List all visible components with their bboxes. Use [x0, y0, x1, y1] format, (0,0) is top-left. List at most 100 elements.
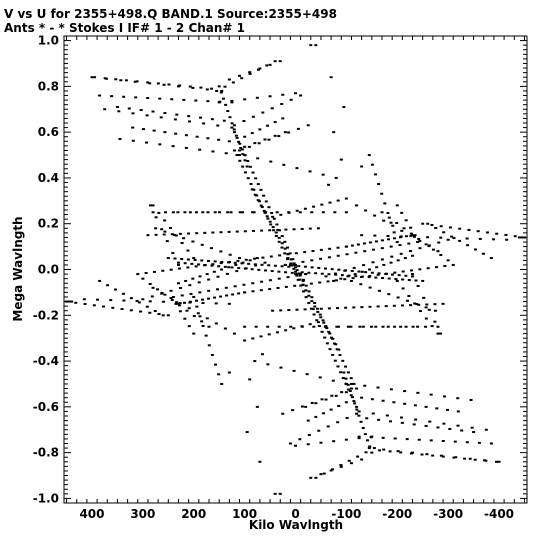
uv-point-conjugate: [185, 309, 189, 312]
uv-point-conjugate: [310, 300, 314, 303]
y-tick-label: -0.2: [33, 308, 59, 322]
uv-point-conjugate: [439, 454, 443, 457]
uv-point: [299, 94, 303, 97]
uv-point-conjugate: [360, 234, 364, 237]
uv-point: [334, 273, 338, 276]
uv-point: [433, 309, 437, 312]
uv-point: [402, 227, 406, 230]
uv-point: [198, 291, 202, 294]
x-tick-labels: 400 300 200 100 0 -100 -200 -300 -400: [79, 507, 514, 521]
uv-point-conjugate: [376, 273, 380, 276]
uv-point-conjugate: [188, 211, 192, 214]
uv-point: [419, 310, 423, 313]
uv-point: [230, 126, 234, 129]
uv-point-conjugate: [351, 277, 355, 280]
uv-point: [192, 295, 196, 298]
x-tick-label: -200: [382, 507, 412, 521]
uv-point: [248, 72, 252, 75]
uv-point: [250, 188, 254, 191]
uv-point-conjugate: [275, 211, 279, 214]
uv-point-conjugate: [470, 426, 474, 429]
uv-point-conjugate: [452, 237, 456, 240]
uv-point: [458, 227, 462, 230]
uv-point: [522, 236, 526, 239]
uv-point: [259, 188, 263, 191]
uv-point: [370, 435, 374, 438]
uv-point: [335, 325, 339, 328]
uv-point: [409, 452, 413, 455]
uv-point: [431, 248, 435, 251]
uv-point-conjugate: [349, 382, 353, 385]
chart-title: V vs U for 2355+498.Q BAND.1 Source:2355…: [4, 7, 337, 21]
uv-point: [393, 437, 397, 440]
uv-point: [424, 306, 428, 309]
uv-point: [203, 264, 207, 267]
uv-point: [517, 236, 521, 239]
uv-point-conjugate: [186, 258, 190, 261]
uv-point-conjugate: [281, 117, 285, 120]
uv-point-conjugate: [219, 91, 223, 94]
uv-point: [374, 325, 378, 328]
uv-point-conjugate: [349, 387, 353, 390]
uv-point: [452, 456, 456, 459]
uv-point: [348, 390, 352, 393]
uv-point: [335, 348, 339, 351]
uv-point-conjugate: [170, 98, 174, 101]
uv-point: [360, 396, 364, 399]
uv-point: [355, 204, 359, 207]
y-tick-label: -0.6: [33, 400, 59, 414]
uv-point-conjugate: [433, 303, 437, 306]
uv-point-conjugate: [297, 265, 301, 268]
uv-point-conjugate: [184, 279, 188, 282]
uv-point: [387, 277, 391, 280]
uv-point-conjugate: [352, 400, 356, 403]
uv-point: [366, 439, 370, 442]
y-tick-label: -0.8: [33, 446, 59, 460]
uv-point: [349, 279, 353, 282]
uv-point: [247, 145, 251, 148]
uv-point: [260, 229, 264, 232]
uv-point: [427, 245, 431, 248]
uv-point-conjugate: [163, 112, 167, 115]
uv-point-conjugate: [174, 234, 178, 237]
uv-point-conjugate: [257, 200, 261, 203]
uv-point-conjugate: [200, 259, 204, 262]
uv-point-conjugate: [247, 262, 251, 265]
uv-point: [424, 405, 428, 408]
uv-point-conjugate: [416, 241, 420, 244]
uv-point: [191, 86, 195, 89]
uv-point-conjugate: [146, 81, 150, 84]
uv-point-conjugate: [229, 211, 233, 214]
uv-point-conjugate: [243, 98, 247, 101]
uv-point: [96, 298, 100, 301]
uv-point-conjugate: [295, 308, 299, 311]
uv-point-conjugate: [274, 235, 278, 238]
uv-point: [429, 439, 433, 442]
uv-point: [346, 275, 350, 278]
uv-point-conjugate: [227, 78, 231, 81]
uv-point-conjugate: [403, 390, 407, 393]
uv-point: [195, 232, 199, 235]
uv-point: [306, 124, 310, 127]
uv-point: [344, 391, 348, 394]
uv-point: [355, 387, 359, 390]
uv-point: [251, 171, 255, 174]
uv-point: [203, 231, 207, 234]
uv-point-conjugate: [282, 163, 286, 166]
uv-point-conjugate: [343, 278, 347, 281]
uv-point: [279, 213, 283, 216]
uv-point: [314, 402, 318, 405]
uv-point-conjugate: [213, 296, 217, 299]
uv-point-conjugate: [146, 97, 150, 100]
uv-point-conjugate: [200, 243, 204, 246]
uv-point-conjugate: [129, 297, 133, 300]
uv-point-conjugate: [325, 342, 329, 345]
uv-point: [328, 247, 332, 250]
uv-point: [187, 325, 191, 328]
uv-point-conjugate: [283, 263, 287, 266]
uv-point-conjugate: [317, 429, 321, 432]
uv-point: [262, 209, 266, 212]
uv-point: [217, 373, 221, 376]
uv-point-conjugate: [315, 319, 319, 322]
uv-point: [277, 325, 281, 328]
